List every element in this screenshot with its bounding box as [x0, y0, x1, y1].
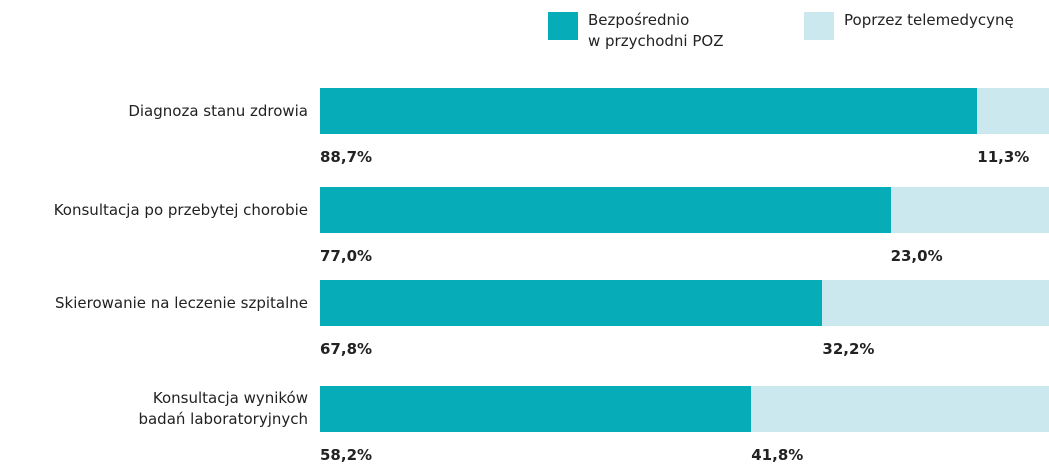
bar-segment — [320, 88, 978, 134]
bar-segment — [890, 187, 1049, 233]
category-label: Diagnoza stanu zdrowia — [128, 101, 308, 120]
bar-segment — [822, 280, 1049, 326]
bar-segment — [320, 187, 891, 233]
bar-segment — [320, 280, 823, 326]
legend-label: Bezpośrednio w przychodni POZ — [588, 11, 724, 50]
value-label: 67,8% — [320, 340, 373, 358]
value-label: 77,0% — [320, 247, 373, 265]
legend-swatch — [804, 12, 834, 40]
value-label: 11,3% — [977, 148, 1030, 166]
bar-segment — [320, 386, 752, 432]
value-label: 41,8% — [751, 446, 804, 464]
bar-segment — [751, 386, 1049, 432]
category-label: Skierowanie na leczenie szpitalne — [55, 293, 308, 312]
category-label: Konsultacja wyników badań laboratoryjnyc… — [138, 389, 308, 428]
legend-label: Poprzez telemedycynę — [844, 11, 1014, 29]
value-label: 23,0% — [890, 247, 943, 265]
value-label: 58,2% — [320, 446, 373, 464]
value-label: 88,7% — [320, 148, 373, 166]
legend-swatch — [548, 12, 578, 40]
category-label: Konsultacja po przebytej chorobie — [53, 200, 308, 219]
bar-segment — [977, 88, 1049, 134]
value-label: 32,2% — [822, 340, 875, 358]
